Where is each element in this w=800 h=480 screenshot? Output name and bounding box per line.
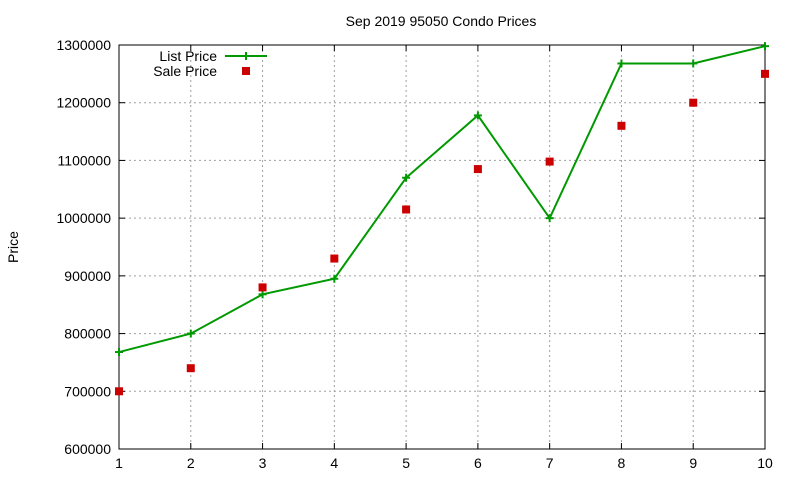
axis-ticks: 1 2 3 4 5 6 7 8 9 10 600000 700000 800000 900000 10000… [56, 37, 773, 471]
list-price-point [545, 214, 554, 223]
sale-price-point [402, 205, 411, 214]
x-tick-label: 1 [115, 455, 123, 471]
legend-swatch-sale-price [242, 67, 250, 75]
x-tick-label: 10 [757, 455, 773, 471]
sale-price-point [115, 387, 123, 396]
list-price-point [258, 290, 267, 299]
y-tick-label: 1200000 [56, 95, 111, 111]
sale-price-point [473, 165, 482, 174]
chart-title: Sep 2019 95050 Condo Prices [346, 13, 537, 29]
sale-price-point [545, 157, 554, 166]
sale-price-point [258, 283, 267, 292]
y-tick-label: 700000 [64, 383, 111, 399]
list-price-point [115, 348, 123, 357]
grid [119, 45, 765, 449]
y-tick-label: 800000 [64, 326, 111, 342]
list-price-point [617, 59, 626, 68]
series-line-list-price [118, 45, 766, 354]
sale-price-point [186, 364, 195, 373]
x-tick-label: 8 [618, 455, 626, 471]
sale-price-point [761, 69, 769, 78]
x-tick-label: 6 [474, 455, 482, 471]
list-price-point [689, 59, 698, 68]
x-tick-label: 4 [330, 455, 338, 471]
x-tick-label: 3 [259, 455, 267, 471]
list-price-point [761, 42, 769, 51]
sale-price-point [330, 254, 339, 263]
y-tick-label: 900000 [64, 268, 111, 284]
plot-frame [118, 44, 766, 450]
y-tick-label: 1100000 [58, 152, 112, 168]
legend-label-sale-price: Sale Price [153, 63, 217, 79]
list-price-point [473, 111, 482, 120]
y-tick-label: 600000 [64, 441, 111, 457]
list-price-point [402, 173, 411, 182]
sale-price-point [617, 121, 626, 130]
list-price-point [330, 274, 339, 283]
sale-price-point [689, 98, 698, 107]
x-tick-label: 7 [546, 455, 554, 471]
y-tick-label: 1300000 [56, 37, 111, 53]
y-axis-label: Price [5, 231, 21, 263]
y-tick-label: 1000000 [56, 210, 111, 226]
legend-label-list-price: List Price [159, 48, 217, 64]
x-tick-label: 5 [402, 455, 410, 471]
x-tick-label: 2 [187, 455, 195, 471]
x-tick-label: 9 [689, 455, 697, 471]
list-price-point [186, 329, 195, 338]
series [115, 42, 769, 396]
